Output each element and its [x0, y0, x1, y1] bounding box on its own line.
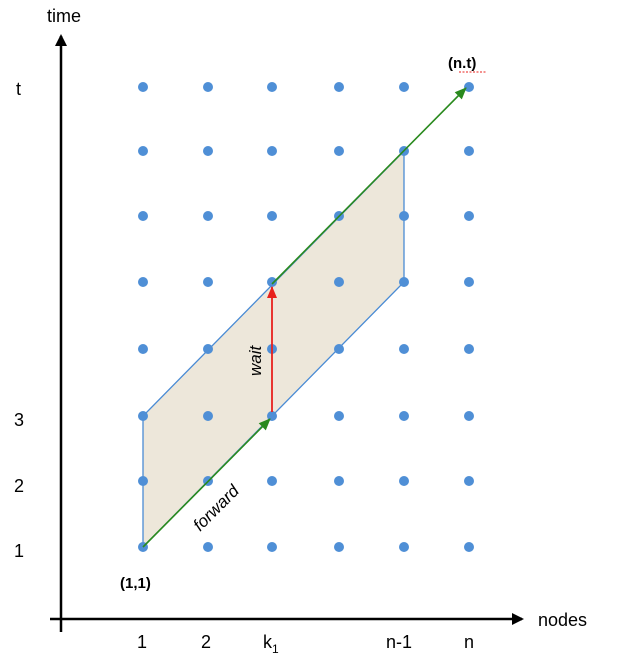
grid-node [399, 277, 409, 287]
grid-node [399, 411, 409, 421]
grid-node [138, 82, 148, 92]
grid-node [267, 476, 277, 486]
grid-node [334, 476, 344, 486]
grid-node [464, 542, 474, 552]
wait-label: wait [246, 344, 265, 376]
grid-node [203, 277, 213, 287]
grid-node [334, 344, 344, 354]
y-axis-label: time [47, 6, 81, 26]
grid-node [138, 211, 148, 221]
x-tick-n: n [464, 632, 474, 652]
forward-arrow-lower [142, 418, 271, 548]
y-tick-2: 2 [14, 476, 24, 496]
grid-node [267, 277, 277, 287]
grid-node [399, 542, 409, 552]
grid-node [138, 411, 148, 421]
grid-dots [138, 82, 474, 552]
grid-node [267, 82, 277, 92]
grid-node [203, 344, 213, 354]
grid-node [203, 411, 213, 421]
grid-node [464, 211, 474, 221]
origin-point-label: (1,1) [120, 575, 151, 592]
x-axis-label: nodes [538, 610, 587, 630]
x-tick-k1: k1 [263, 632, 279, 656]
grid-node [334, 542, 344, 552]
grid-node [464, 476, 474, 486]
x-tick-k-subscript: 1 [272, 642, 279, 656]
grid-node [203, 542, 213, 552]
grid-node [138, 344, 148, 354]
grid-node [138, 476, 148, 486]
grid-node [334, 411, 344, 421]
grid-node [464, 344, 474, 354]
grid-node [399, 476, 409, 486]
grid-node [334, 82, 344, 92]
grid-node [267, 211, 277, 221]
grid-node [203, 82, 213, 92]
grid-node [203, 211, 213, 221]
x-tick-1: 1 [137, 632, 147, 652]
x-tick-2: 2 [201, 632, 211, 652]
grid-node [267, 542, 277, 552]
grid-node [464, 146, 474, 156]
grid-node [399, 344, 409, 354]
grid-node [267, 146, 277, 156]
grid-node [464, 277, 474, 287]
grid-node [138, 277, 148, 287]
x-tick-k: k [263, 632, 273, 652]
grid-node [464, 411, 474, 421]
grid-node [334, 146, 344, 156]
y-tick-1: 1 [14, 541, 24, 561]
end-point-label: (n.t) [448, 55, 476, 72]
grid-node [399, 82, 409, 92]
x-tick-n-minus-1: n-1 [386, 632, 412, 652]
grid-node [138, 146, 148, 156]
y-tick-t: t [16, 79, 21, 99]
grid-node [203, 146, 213, 156]
grid-node [399, 211, 409, 221]
grid-node [464, 82, 474, 92]
y-tick-3: 3 [14, 410, 24, 430]
grid-node [334, 277, 344, 287]
forward-arrow-upper [271, 87, 467, 285]
